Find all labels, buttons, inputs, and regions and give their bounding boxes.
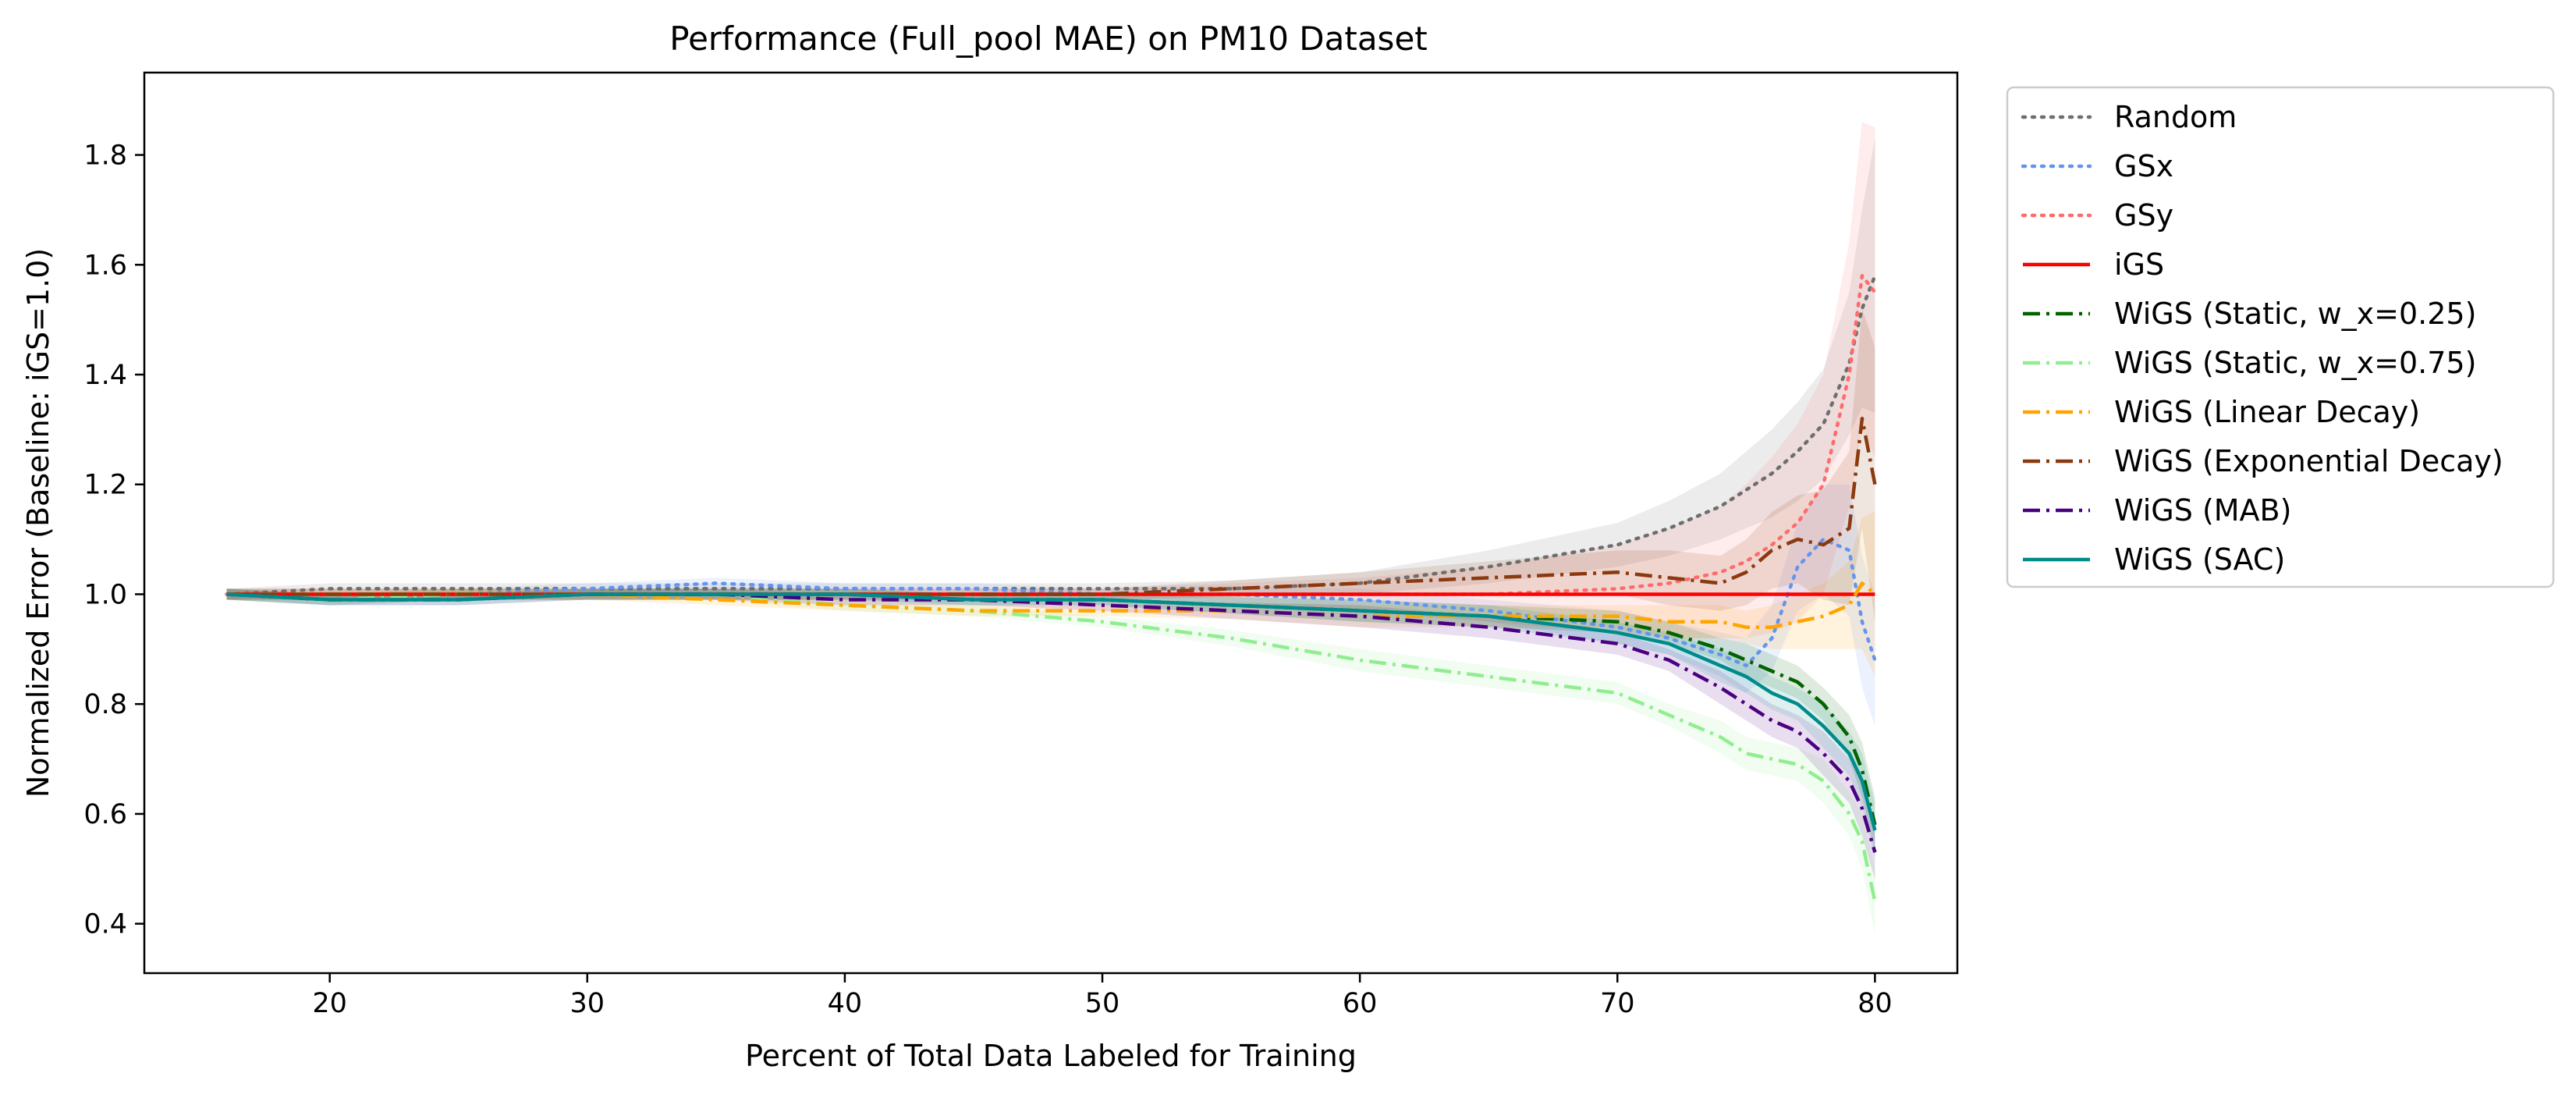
x-tick-label-80: 80: [1857, 988, 1893, 1019]
x-tick-label-30: 30: [570, 988, 605, 1019]
legend-label-wigs-static-w-x-0-75: WiGS (Static, w_x=0.75): [2114, 346, 2476, 380]
y-tick-label-0-4: 0.4: [83, 909, 127, 940]
y-axis-label: Normalized Error (Baseline: iGS=1.0): [21, 248, 55, 798]
legend-label-wigs-mab: WiGS (MAB): [2114, 493, 2291, 528]
legend-label-wigs-static-w-x-0-25: WiGS (Static, w_x=0.25): [2114, 297, 2476, 331]
x-axis-label: Percent of Total Data Labeled for Traini…: [745, 1039, 1357, 1073]
y-tick-label-1-0: 1.0: [83, 579, 127, 610]
chart-title: Performance (Full_pool MAE) on PM10 Data…: [669, 20, 1428, 58]
band-gsy: [226, 122, 1875, 638]
legend-frame: [2006, 86, 2555, 588]
y-tick-label-1-8: 1.8: [83, 140, 127, 172]
x-tick-label-50: 50: [1085, 988, 1120, 1019]
legend: Random GSx GSy iGS WiGS (Static, w_x=0.25) Wi…: [2006, 86, 2555, 588]
band-wigs-exponential-decay: [226, 308, 1875, 622]
legend-label-gsx: GSx: [2114, 149, 2173, 183]
series-lines: [225, 274, 1877, 902]
y-tick-label-0-8: 0.8: [83, 689, 127, 720]
series-line-wigs-linear-decay: [226, 581, 1876, 629]
y-tick-label-1-2: 1.2: [83, 470, 127, 501]
plot-frame: [143, 71, 1959, 975]
x-tick-label-40: 40: [828, 988, 863, 1019]
y-tick-label-0-6: 0.6: [83, 799, 127, 830]
x-tick-label-20: 20: [312, 988, 347, 1019]
x-tick-label-60: 60: [1343, 988, 1378, 1019]
series-line-random: [225, 274, 1877, 596]
y-tick-label-1-4: 1.4: [83, 360, 127, 391]
series-line-wigs-sac: [226, 592, 1877, 831]
y-axis-ticks: 0.4 0.6 0.8 1.0 1.2 1.4 1.6 1.8: [83, 140, 144, 940]
legend-label-gsy: GSy: [2114, 198, 2173, 233]
legend-label-random: Random: [2114, 100, 2237, 134]
band-gsx: [226, 484, 1875, 727]
x-tick-label-70: 70: [1600, 988, 1635, 1019]
x-axis-ticks: 20 30 40 50 60 70 80: [312, 973, 1893, 1019]
band-wigs-static-w-x-0-75: [226, 588, 1875, 935]
legend-label-igs: iGS: [2114, 247, 2164, 282]
legend-label-wigs-linear-decay: WiGS (Linear Decay): [2114, 395, 2420, 429]
y-tick-label-1-6: 1.6: [83, 250, 127, 281]
legend-label-wigs-sac: WiGS (SAC): [2114, 542, 2285, 577]
legend-label-wigs-exponential-decay: WiGS (Exponential Decay): [2114, 444, 2503, 478]
series-line-gsx: [225, 537, 1877, 668]
